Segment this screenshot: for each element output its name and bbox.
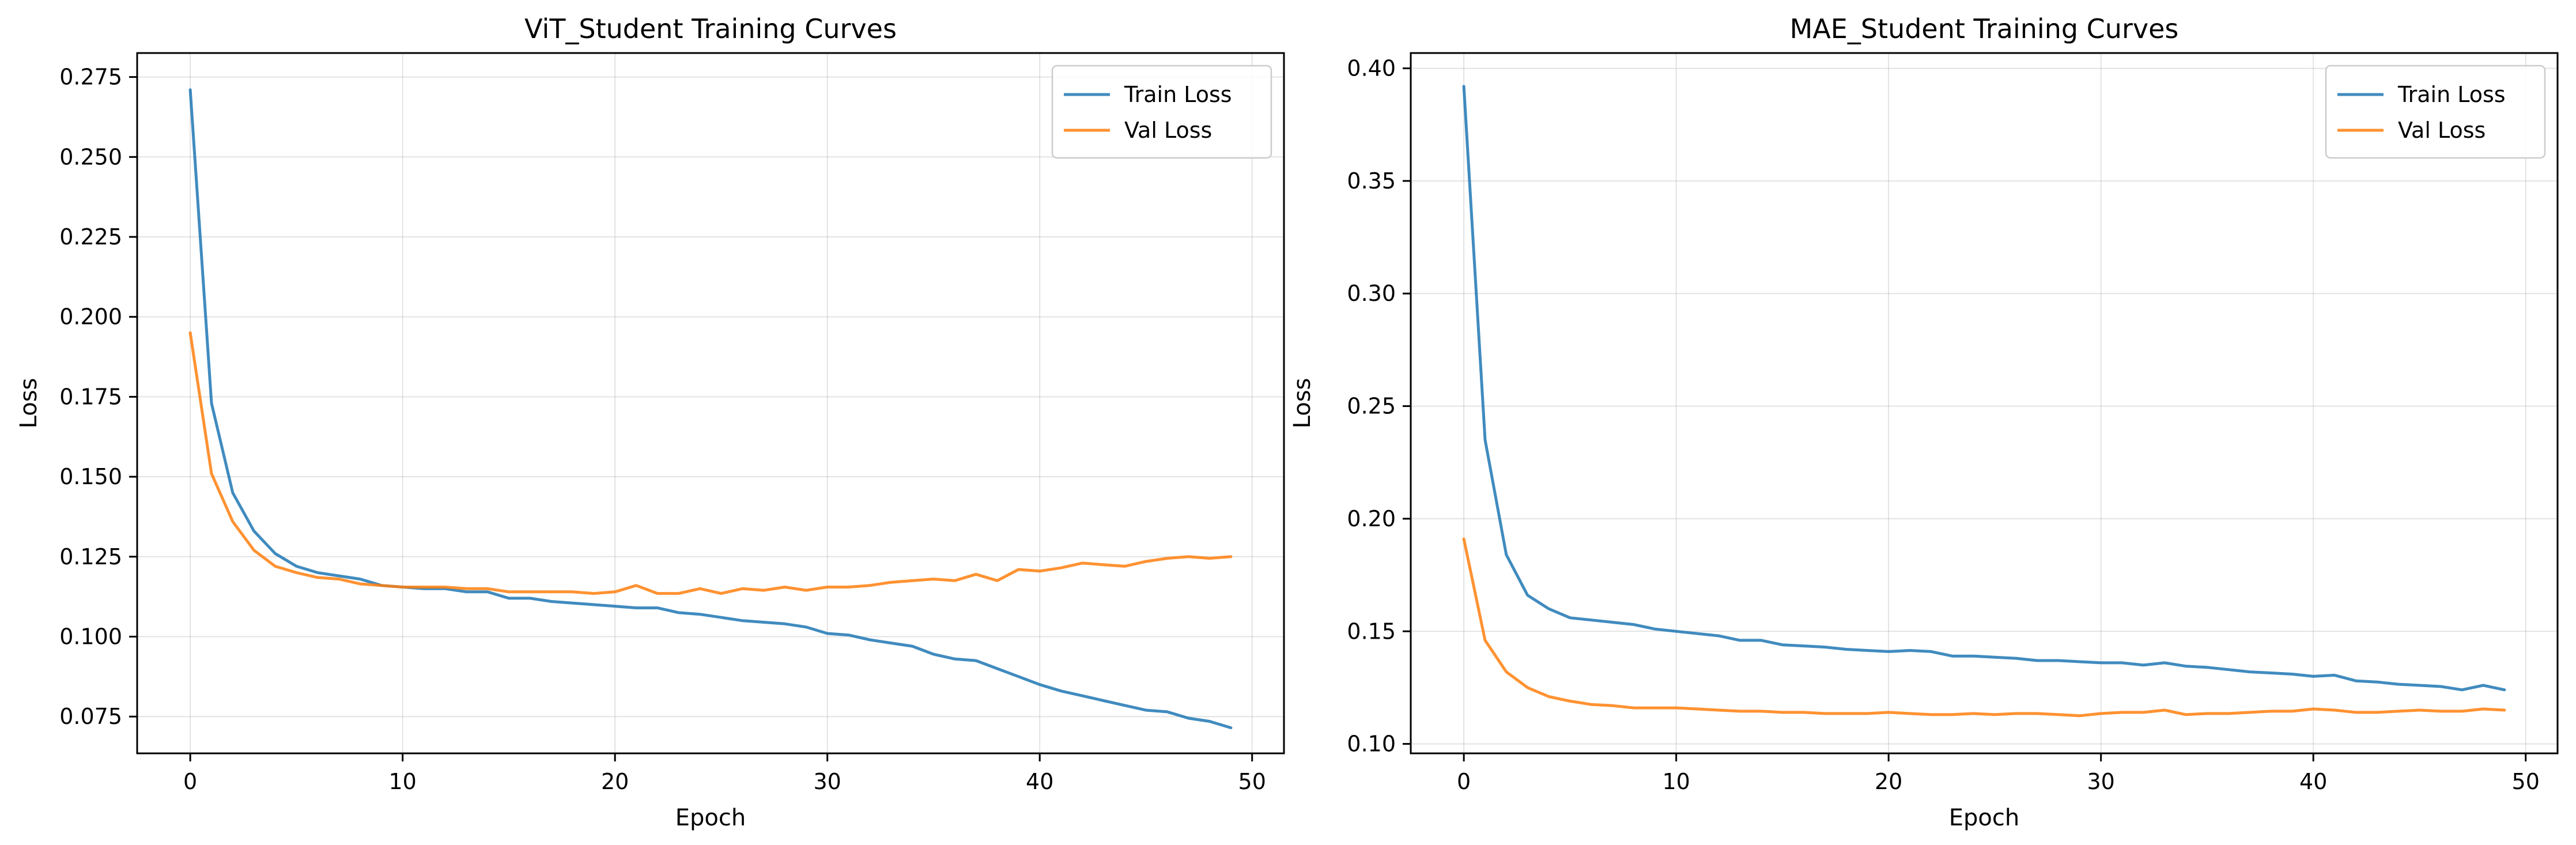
grid bbox=[1411, 53, 2558, 753]
x-tick-label: 0 bbox=[183, 769, 197, 794]
x-tick-label: 40 bbox=[1026, 769, 1053, 794]
y-axis-label: Loss bbox=[16, 378, 42, 429]
y-tick-label: 0.20 bbox=[1347, 506, 1396, 531]
plot-frame bbox=[136, 52, 1285, 755]
legend-label: Val Loss bbox=[1124, 118, 1212, 143]
legend-label: Train Loss bbox=[1124, 82, 1232, 107]
y-tick-label: 0.275 bbox=[59, 65, 122, 90]
x-tick-label: 50 bbox=[1238, 769, 1266, 794]
legend: Train Loss Val Loss bbox=[2325, 65, 2546, 159]
series-line-train-loss bbox=[1462, 85, 2506, 692]
x-axis-label: Epoch bbox=[675, 805, 746, 831]
y-tick-label: 0.100 bbox=[59, 624, 122, 650]
y-tick-label: 0.250 bbox=[59, 144, 122, 169]
legend-label: Val Loss bbox=[2398, 118, 2486, 143]
y-tick-label: 0.10 bbox=[1347, 731, 1396, 757]
x-tick-label: 10 bbox=[388, 769, 416, 794]
x-axis-label: Epoch bbox=[1949, 805, 2019, 831]
x-tick-label: 20 bbox=[601, 769, 629, 794]
y-tick-label: 0.35 bbox=[1347, 168, 1396, 194]
y-tick-label: 0.25 bbox=[1347, 394, 1396, 419]
series-line-val-loss bbox=[1462, 537, 2506, 718]
x-tick-label: 0 bbox=[1457, 769, 1471, 794]
legend-label: Train Loss bbox=[2397, 82, 2506, 107]
series-line-train-loss bbox=[188, 88, 1233, 730]
x-tick-label: 20 bbox=[1875, 769, 1902, 794]
chart-title: MAE_Student Training Curves bbox=[1790, 13, 2179, 44]
plot-frame bbox=[1410, 52, 2559, 755]
legend-box bbox=[1051, 65, 1272, 159]
legend: Train Loss Val Loss bbox=[1051, 65, 1272, 159]
x-tick-label: 30 bbox=[814, 769, 841, 794]
x-tick-label: 40 bbox=[2299, 769, 2327, 794]
chart-panel-1: 0 10 20 30 40 50 0.075 0.100 0.125 0.150 0.175 0.20… bbox=[16, 13, 1285, 831]
x-tick-label: 50 bbox=[2512, 769, 2540, 794]
y-tick-label: 0.40 bbox=[1347, 56, 1396, 81]
y-tick-label: 0.150 bbox=[59, 464, 122, 489]
y-tick-label: 0.075 bbox=[59, 704, 122, 729]
y-tick-label: 0.15 bbox=[1347, 618, 1396, 644]
x-tick-label: 10 bbox=[1662, 769, 1690, 794]
x-tick-label: 30 bbox=[2087, 769, 2115, 794]
y-tick-label: 0.30 bbox=[1347, 281, 1396, 306]
legend-box bbox=[2325, 65, 2546, 159]
y-axis-label: Loss bbox=[1289, 378, 1316, 429]
y-tick-label: 0.125 bbox=[59, 544, 122, 569]
y-tick-label: 0.200 bbox=[59, 304, 122, 330]
y-tick-label: 0.225 bbox=[59, 224, 122, 250]
y-tick-label: 0.175 bbox=[59, 384, 122, 409]
series-line-val-loss bbox=[188, 331, 1233, 595]
chart-title: ViT_Student Training Curves bbox=[524, 13, 897, 44]
chart-panel-2: 0 10 20 30 40 50 0.10 0.15 0.20 0.25 0.30 0.35 0.40 M… bbox=[1289, 13, 2559, 831]
